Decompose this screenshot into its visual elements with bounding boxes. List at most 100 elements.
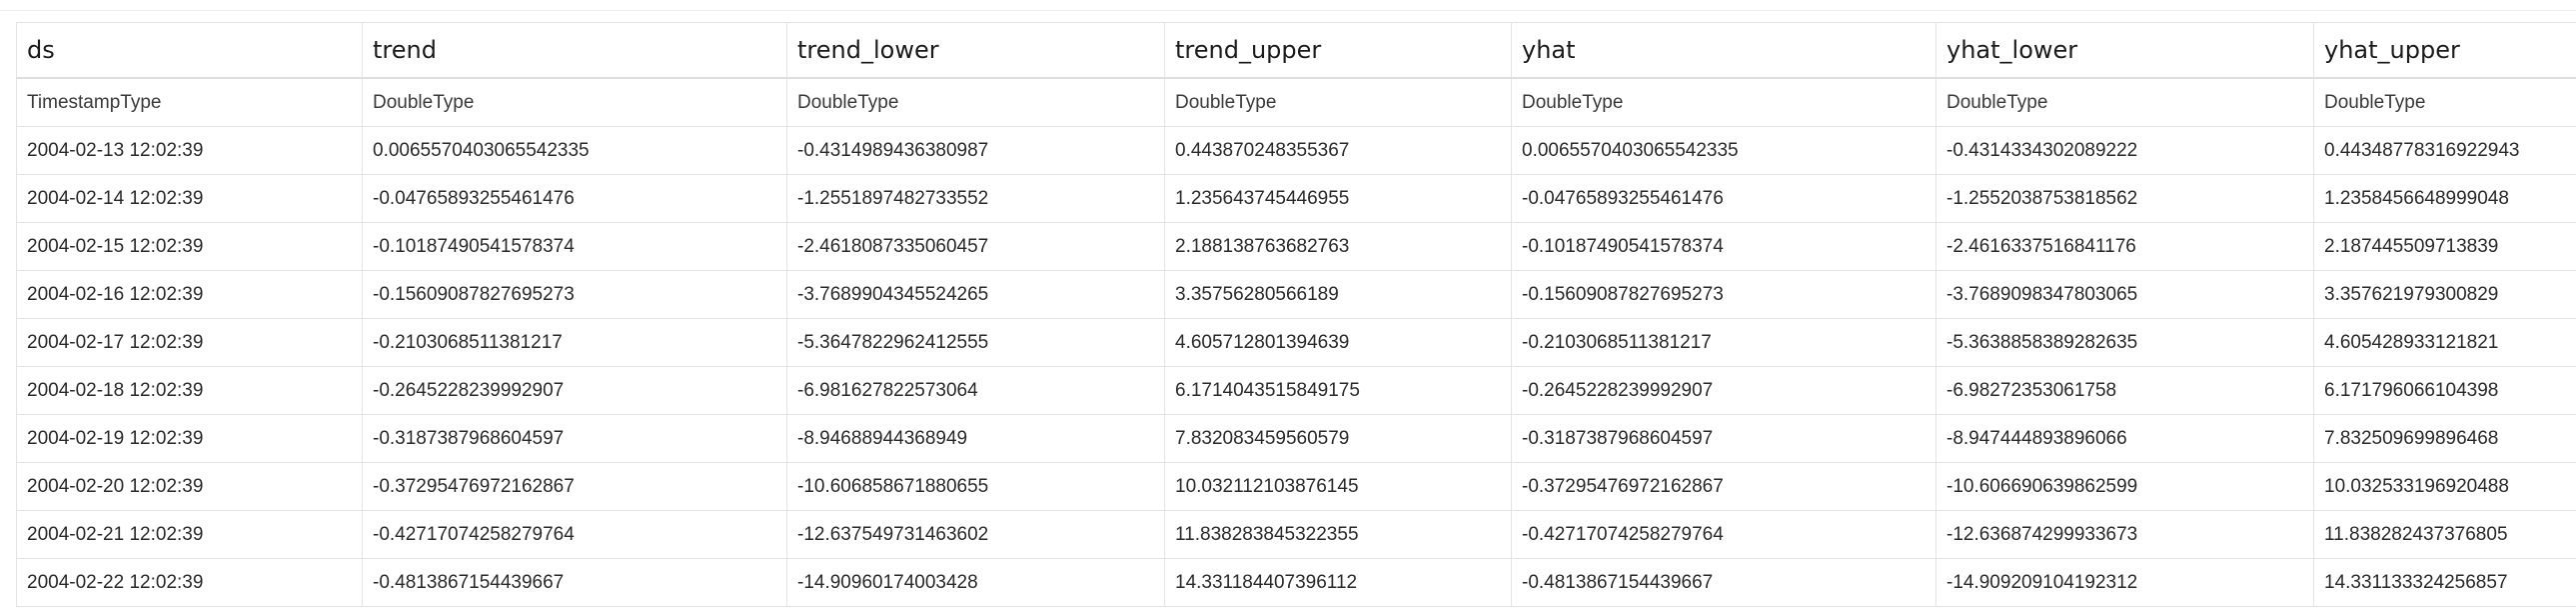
column-type-row: TimestampType DoubleType DoubleType Doub… [16,78,2576,127]
column-header-row: ds trend trend_lower trend_upper yhat yh… [16,22,2576,79]
cell-yhat: -0.37295476972162867 [1511,462,1936,511]
cell-trend: -0.04765893255461476 [362,174,787,223]
cell-yhat: -0.15609087827695273 [1511,270,1936,319]
cell-yhat-lower: -8.947444893896066 [1935,414,2314,463]
cell-yhat-lower: -10.606690639862599 [1935,462,2314,511]
cell-trend: -0.2103068511381217 [362,318,787,367]
cell-yhat-upper: 14.331133324256857 [2313,558,2576,607]
cell-trend-lower: -12.637549731463602 [786,510,1165,559]
table-row: 2004-02-14 12:02:39 -0.04765893255461476-… [16,174,2576,223]
cell-yhat: -0.2103068511381217 [1511,318,1936,367]
cell-ds: 2004-02-13 12:02:39 [16,126,363,175]
cell-yhat: -0.04765893255461476 [1511,174,1936,223]
column-header-ds[interactable]: ds [16,22,363,79]
cell-trend: -0.10187490541578374 [362,222,787,271]
table-row: 2004-02-13 12:02:39 0.0065570403065542335… [16,126,2576,175]
cell-yhat-lower: -2.4616337516841176 [1935,222,2314,271]
cell-trend: -0.15609087827695273 [362,270,787,319]
cell-yhat-upper: 11.838282437376805 [2313,510,2576,559]
cell-yhat-lower: -14.909209104192312 [1935,558,2314,607]
table-row: 2004-02-19 12:02:39 -0.3187387968604597 -8… [16,414,2576,463]
cell-trend-lower: -2.4618087335060457 [786,222,1165,271]
column-type-yhat-lower: DoubleType [1935,78,2314,127]
cell-trend-lower: -6.981627822573064 [786,366,1165,415]
results-table-container[interactable]: ds trend trend_lower trend_upper yhat yh… [16,22,2576,607]
cell-yhat-lower: -6.98272353061758 [1935,366,2314,415]
cell-trend-lower: -5.3647822962412555 [786,318,1165,367]
cell-trend-lower: -3.7689904345524265 [786,270,1165,319]
cell-yhat-upper: 0.44348778316922943 [2313,126,2576,175]
cell-yhat: -0.2645228239992907 [1511,366,1936,415]
cell-yhat: -0.4813867154439667 [1511,558,1936,607]
cell-trend-upper: 2.188138763682763 [1164,222,1512,271]
cell-yhat: 0.0065570403065542335 [1511,126,1936,175]
results-table: ds trend trend_lower trend_upper yhat yh… [16,22,2576,607]
cell-yhat-lower: -0.4314334302089222 [1935,126,2314,175]
cell-trend-upper: 14.331184407396112 [1164,558,1512,607]
cell-trend-upper: 4.605712801394639 [1164,318,1512,367]
table-row: 2004-02-15 12:02:39 -0.10187490541578374-… [16,222,2576,271]
table-row: 2004-02-20 12:02:39 -0.37295476972162867-… [16,462,2576,511]
cell-ds: 2004-02-17 12:02:39 [16,318,363,367]
cell-trend-lower: -0.4314989436380987 [786,126,1165,175]
table-row: 2004-02-16 12:02:39 -0.15609087827695273-… [16,270,2576,319]
cell-ds: 2004-02-22 12:02:39 [16,558,363,607]
cell-trend-lower: -14.90960174003428 [786,558,1165,607]
cell-trend-upper: 11.838283845322355 [1164,510,1512,559]
column-header-trend-lower[interactable]: trend_lower [786,22,1165,79]
cell-trend-lower: -1.2551897482733552 [786,174,1165,223]
cell-trend-upper: 3.35756280566189 [1164,270,1512,319]
cell-ds: 2004-02-14 12:02:39 [16,174,363,223]
cell-yhat-upper: 1.2358456648999048 [2313,174,2576,223]
cell-yhat-lower: -12.636874299933673 [1935,510,2314,559]
table-body: 2004-02-13 12:02:39 0.0065570403065542335… [16,126,2576,607]
cell-yhat-upper: 7.832509699896468 [2313,414,2576,463]
cell-ds: 2004-02-16 12:02:39 [16,270,363,319]
column-header-trend-upper[interactable]: trend_upper [1164,22,1512,79]
cell-yhat-lower: -5.3638858389282635 [1935,318,2314,367]
cell-ds: 2004-02-21 12:02:39 [16,510,363,559]
column-header-yhat-upper[interactable]: yhat_upper [2313,22,2576,79]
cell-yhat: -0.3187387968604597 [1511,414,1936,463]
column-type-ds: TimestampType [16,78,363,127]
cell-ds: 2004-02-18 12:02:39 [16,366,363,415]
cell-yhat: -0.42717074258279764 [1511,510,1936,559]
column-header-trend[interactable]: trend [362,22,787,79]
cell-ds: 2004-02-15 12:02:39 [16,222,363,271]
cell-yhat-lower: -1.2552038753818562 [1935,174,2314,223]
cell-yhat: -0.10187490541578374 [1511,222,1936,271]
table-row: 2004-02-17 12:02:39 -0.2103068511381217 -5… [16,318,2576,367]
cell-trend: 0.0065570403065542335 [362,126,787,175]
top-divider [0,10,2576,11]
column-type-yhat: DoubleType [1511,78,1936,127]
cell-trend: -0.3187387968604597 [362,414,787,463]
column-type-trend-upper: DoubleType [1164,78,1512,127]
column-type-trend: DoubleType [362,78,787,127]
cell-yhat-lower: -3.7689098347803065 [1935,270,2314,319]
cell-yhat-upper: 10.032533196920488 [2313,462,2576,511]
cell-trend: -0.4813867154439667 [362,558,787,607]
column-header-yhat-lower[interactable]: yhat_lower [1935,22,2314,79]
table-row: 2004-02-21 12:02:39 -0.42717074258279764-… [16,510,2576,559]
cell-yhat-upper: 3.357621979300829 [2313,270,2576,319]
cell-trend: -0.37295476972162867 [362,462,787,511]
cell-trend-upper: 6.171404351584917​5 [1164,366,1512,415]
table-row: 2004-02-22 12:02:39 -0.4813867154439667 -1… [16,558,2576,607]
cell-trend: -0.2645228239992907 [362,366,787,415]
cell-ds: 2004-02-19 12:02:39 [16,414,363,463]
cell-trend-upper: 1.235643745446955 [1164,174,1512,223]
column-type-yhat-upper: DoubleType [2313,78,2576,127]
cell-trend: -0.42717074258279764 [362,510,787,559]
cell-trend-lower: -8.94688944368949 [786,414,1165,463]
cell-ds: 2004-02-20 12:02:39 [16,462,363,511]
table-row: 2004-02-18 12:02:39 -0.2645228239992907 -6… [16,366,2576,415]
cell-trend-upper: 0.443870248355367 [1164,126,1512,175]
cell-trend-lower: -10.606858671880655 [786,462,1165,511]
cell-yhat-upper: 2.187445509713839 [2313,222,2576,271]
column-type-trend-lower: DoubleType [786,78,1165,127]
cell-trend-upper: 7.832083459560579 [1164,414,1512,463]
column-header-yhat[interactable]: yhat [1511,22,1936,79]
cell-trend-upper: 10.032112103876145 [1164,462,1512,511]
cell-yhat-upper: 6.171796066104398 [2313,366,2576,415]
cell-yhat-upper: 4.605428933121821 [2313,318,2576,367]
